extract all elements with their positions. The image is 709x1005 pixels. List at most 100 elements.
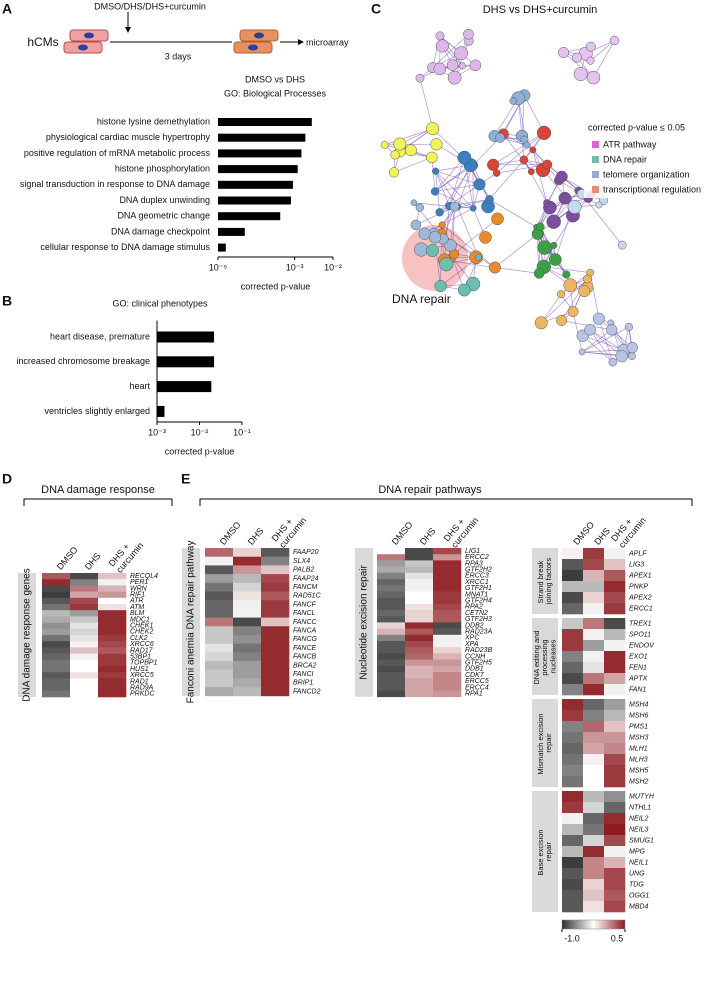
column-header: DMSO (218, 520, 243, 547)
heat-cell (433, 690, 462, 698)
row-label: LIG1 (465, 548, 480, 555)
heat-cell (377, 672, 406, 679)
group-box (182, 548, 200, 696)
heat-cell (377, 628, 406, 636)
row-label: WRN (130, 585, 148, 592)
node (536, 125, 552, 140)
row-label: RAD9A (130, 685, 154, 692)
legend-label: transcriptional regulation (603, 184, 701, 194)
heat-cell (604, 754, 626, 766)
node (488, 261, 501, 274)
heat-cell (604, 570, 626, 582)
heat-cell (562, 710, 584, 722)
heat-cell (233, 687, 262, 697)
bracket (23, 498, 173, 506)
panel-label: B (2, 293, 12, 309)
heat-cell (233, 626, 262, 636)
y-tick-label: positive regulation of mRNA metabolic pr… (24, 148, 211, 158)
heat-cell (562, 791, 584, 803)
node (606, 324, 618, 336)
node (529, 146, 537, 154)
row-label: APLF (628, 550, 647, 557)
heat-cell (261, 617, 290, 627)
arrow-head (125, 27, 131, 33)
heat-cell (205, 548, 234, 557)
node (615, 349, 628, 363)
heat-cell (42, 659, 71, 667)
node (586, 268, 595, 277)
node (491, 212, 504, 226)
y-tick-label: heart disease, premature (50, 331, 150, 341)
heat-cell (562, 765, 584, 777)
heat-cell (42, 604, 71, 611)
row-label: NEIL2 (629, 815, 649, 822)
heat-cell (604, 673, 626, 685)
heat-cell (604, 548, 626, 560)
bar (218, 149, 302, 158)
row-label: RAD51C (293, 593, 322, 600)
edge (543, 266, 591, 273)
heat-cell (261, 635, 290, 644)
heat-cell (70, 641, 99, 648)
row-label: XRCC6 (129, 641, 154, 648)
row-label: FANCE (293, 645, 317, 652)
node (556, 314, 568, 326)
heat-cell (70, 597, 99, 605)
node (624, 322, 633, 332)
heat-cell (377, 610, 406, 617)
heat-cell (42, 622, 71, 630)
column-header: DMSO (55, 545, 80, 572)
edge (582, 335, 614, 363)
heat-cell (562, 890, 584, 902)
heat-cell (583, 846, 605, 858)
panel-label: A (2, 1, 12, 17)
node (435, 39, 449, 53)
heat-cell (377, 554, 406, 561)
group-label: DNA editing and processing nucleases (532, 628, 558, 684)
node (410, 199, 418, 207)
heat-cell (562, 559, 584, 571)
row-label: FANCL (293, 610, 316, 617)
heat-cell (261, 661, 290, 671)
heat-cell (261, 608, 290, 618)
node (457, 150, 472, 165)
node (459, 62, 466, 70)
heat-cell (604, 684, 626, 696)
heat-cell (604, 901, 626, 913)
node (380, 141, 389, 149)
heat-cell (583, 732, 605, 744)
chart-title: GO: clinical phenotypes (112, 298, 208, 308)
heat-cell (562, 835, 584, 847)
heat-cell (604, 581, 626, 593)
row-label: PER1 (130, 579, 148, 586)
heat-cell (233, 591, 262, 601)
panel-label: E (181, 471, 190, 487)
heat-cell (405, 591, 434, 598)
row-label: GTF2H3 (465, 616, 492, 623)
node (415, 203, 424, 212)
row-label: SMUG1 (629, 837, 654, 844)
edge (450, 206, 455, 246)
schematic: DMSO/DHS/DHS+curcumin hCMs 3 days microa… (27, 1, 349, 61)
node (608, 357, 617, 367)
node (563, 278, 578, 293)
treatment-label: DMSO/DHS/DHS+curcumin (94, 1, 206, 11)
edge (572, 311, 583, 353)
heat-cell (583, 618, 605, 630)
colorbar-label: 0.5 (611, 933, 624, 943)
heat-cell (70, 604, 99, 611)
node (578, 285, 591, 298)
row-label: FAAP24 (293, 575, 319, 582)
heat-cell (405, 659, 434, 667)
heat-cell (205, 600, 234, 610)
edge (435, 184, 480, 192)
heat-cell (261, 643, 290, 653)
heat-cell (377, 684, 406, 691)
heat-cell (42, 672, 71, 679)
heat-cell (405, 566, 434, 574)
row-label: APTX (628, 675, 648, 682)
row-label: RPA3 (465, 560, 483, 567)
chart-title: DMSO vs DHS (245, 74, 305, 84)
heat-cell (261, 652, 290, 662)
row-label: MUTYH (629, 793, 655, 800)
